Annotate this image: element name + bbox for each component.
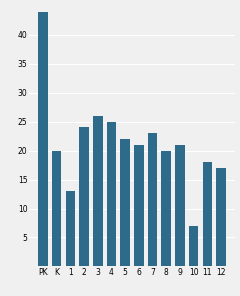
Bar [93, 116, 102, 266]
Bar [107, 122, 116, 266]
Bar [148, 133, 157, 266]
Bar [66, 191, 75, 266]
Bar [120, 139, 130, 266]
Bar [203, 162, 212, 266]
Bar [79, 128, 89, 266]
Bar [216, 168, 226, 266]
Bar [162, 151, 171, 266]
Bar [38, 12, 48, 266]
Bar [52, 151, 61, 266]
Bar [175, 145, 185, 266]
Bar [134, 145, 144, 266]
Bar [189, 226, 198, 266]
